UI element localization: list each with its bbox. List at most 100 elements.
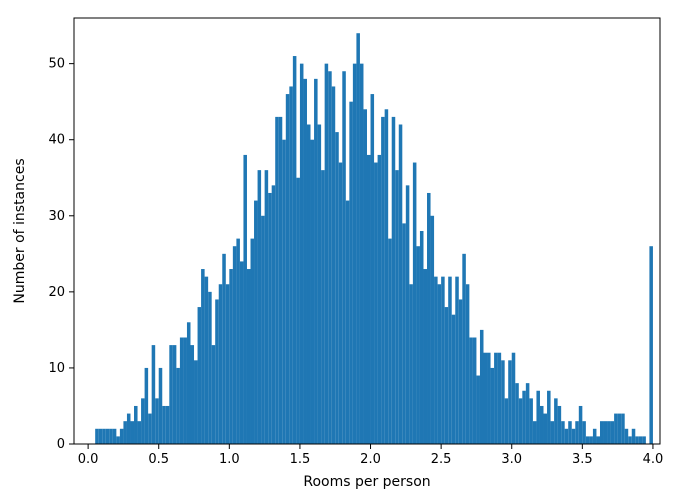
bar <box>251 239 255 444</box>
bar <box>219 284 223 444</box>
bar <box>568 421 572 444</box>
bar <box>169 345 173 444</box>
bar <box>95 429 99 444</box>
bar <box>332 86 336 444</box>
bar <box>166 406 170 444</box>
bar <box>551 421 555 444</box>
bar <box>318 125 322 445</box>
bar <box>476 376 480 444</box>
bar <box>307 125 311 445</box>
bar <box>600 421 604 444</box>
x-tick-label: 1.0 <box>219 452 240 467</box>
bar <box>254 201 258 444</box>
bar <box>229 269 233 444</box>
bar <box>113 429 117 444</box>
bar <box>102 429 106 444</box>
bar <box>406 185 410 444</box>
bar <box>145 368 149 444</box>
bar <box>155 398 159 444</box>
x-axis: 0.00.51.01.52.02.53.03.54.0 <box>78 444 664 467</box>
bar <box>328 71 332 444</box>
bar <box>452 315 456 444</box>
bar <box>109 429 113 444</box>
bar <box>99 429 103 444</box>
y-tick-label: 10 <box>48 361 65 376</box>
bar <box>565 429 569 444</box>
y-axis-label: Number of instances <box>12 158 28 303</box>
x-tick-label: 3.0 <box>501 452 522 467</box>
bar <box>286 94 290 444</box>
bar <box>275 117 279 444</box>
bar <box>342 71 346 444</box>
bar <box>222 254 226 444</box>
x-tick-label: 4.0 <box>643 452 664 467</box>
bar <box>159 368 163 444</box>
bar <box>349 102 353 444</box>
bar <box>402 223 406 444</box>
bar <box>441 277 445 444</box>
bar <box>547 391 551 444</box>
y-tick-label: 0 <box>57 437 65 452</box>
bar <box>445 307 449 444</box>
x-tick-label: 0.5 <box>148 452 169 467</box>
bar <box>529 398 533 444</box>
bar <box>431 216 435 444</box>
bar <box>392 117 396 444</box>
bar <box>226 284 230 444</box>
bar <box>505 398 509 444</box>
x-tick-label: 0.0 <box>78 452 99 467</box>
bar <box>483 353 487 444</box>
chart-svg: 0.00.51.01.52.02.53.03.54.001020304050Ro… <box>0 0 675 502</box>
bar <box>212 345 216 444</box>
bar <box>462 254 466 444</box>
bar <box>381 117 385 444</box>
bar <box>469 338 473 445</box>
bar <box>536 391 540 444</box>
bar <box>268 193 272 444</box>
bar <box>416 246 420 444</box>
bar <box>526 383 530 444</box>
bar <box>141 398 145 444</box>
bar <box>494 353 498 444</box>
bar <box>554 398 558 444</box>
bar <box>148 414 152 444</box>
bar <box>611 421 615 444</box>
bar <box>459 299 463 444</box>
x-axis-label: Rooms per person <box>303 474 430 490</box>
bar <box>303 79 307 444</box>
bar <box>491 368 495 444</box>
bar <box>487 353 491 444</box>
bar <box>289 86 293 444</box>
x-tick-label: 3.5 <box>572 452 593 467</box>
bar <box>194 360 198 444</box>
bar <box>639 436 643 444</box>
bar <box>261 216 265 444</box>
bar <box>279 117 283 444</box>
bar <box>339 163 343 444</box>
bar <box>183 338 187 445</box>
bar <box>293 56 297 444</box>
bar <box>575 421 579 444</box>
bar <box>438 284 442 444</box>
bar <box>282 140 286 444</box>
bar <box>311 140 315 444</box>
bar <box>649 246 653 444</box>
bar <box>325 64 329 444</box>
bar <box>201 269 205 444</box>
bar <box>300 64 304 444</box>
bar <box>353 64 357 444</box>
bar <box>621 414 625 444</box>
bar <box>296 178 300 444</box>
bar <box>215 299 219 444</box>
bar <box>579 406 583 444</box>
bar <box>208 292 212 444</box>
bar <box>378 155 382 444</box>
bar <box>604 421 608 444</box>
bar <box>176 368 180 444</box>
bar <box>190 345 194 444</box>
bar <box>363 109 367 444</box>
bar <box>116 436 120 444</box>
x-tick-label: 2.5 <box>431 452 452 467</box>
bar <box>625 429 629 444</box>
bar <box>258 170 262 444</box>
